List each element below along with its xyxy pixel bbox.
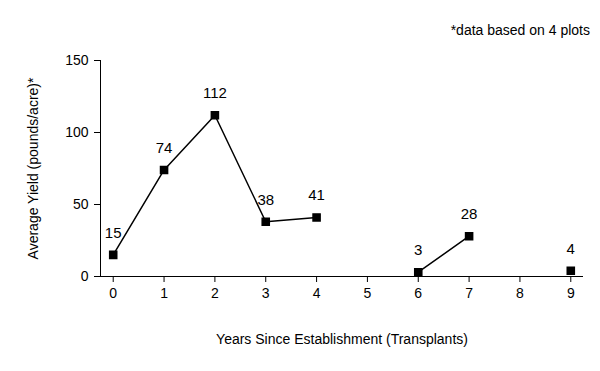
svg-text:15: 15 [105,224,122,241]
svg-text:9: 9 [567,285,575,301]
svg-text:5: 5 [364,285,372,301]
svg-text:100: 100 [65,124,89,140]
svg-text:Average Yield (pounds/acre)*: Average Yield (pounds/acre)* [25,77,41,259]
svg-text:6: 6 [414,285,422,301]
svg-text:3: 3 [414,241,422,258]
svg-text:50: 50 [73,196,89,212]
svg-text:28: 28 [461,205,478,222]
html-text:*data based on 4 plots: *data based on 4 plots [450,22,590,38]
svg-text:112: 112 [203,84,227,101]
svg-text:38: 38 [257,191,274,208]
svg-text:0: 0 [109,285,117,301]
svg-text:8: 8 [516,285,524,301]
svg-text:0: 0 [81,268,89,284]
svg-text:150: 150 [65,52,89,68]
svg-text:3: 3 [262,285,270,301]
svg-text:4: 4 [567,240,575,257]
svg-text:41: 41 [308,186,325,203]
svg-text:Years Since Establishment (Tra: Years Since Establishment (Transplants) [216,331,468,347]
svg-text:4: 4 [313,285,321,301]
svg-text:7: 7 [465,285,473,301]
svg-text:74: 74 [156,139,173,156]
svg-text:2: 2 [211,285,219,301]
svg-text:1: 1 [160,285,168,301]
